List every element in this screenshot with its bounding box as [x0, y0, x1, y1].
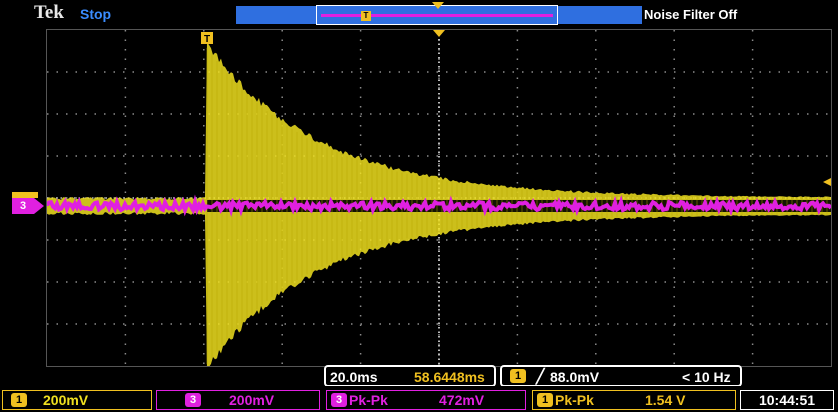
status-bar-fill-right — [558, 6, 642, 24]
ch3-scale-readout[interactable]: 3 200mV — [156, 390, 320, 410]
measurement-ch3-badge: 3 — [331, 393, 347, 407]
ch1-scale-readout[interactable]: 1 200mV — [2, 390, 152, 410]
record-view-trace — [321, 14, 553, 17]
record-view-indicator[interactable]: T — [316, 5, 558, 25]
ch1-scale: 200mV — [43, 392, 88, 408]
ch3-marker-label: 3 — [12, 198, 34, 214]
center-trigger-arrow-icon — [433, 30, 445, 37]
measurement-ch3-pkpk[interactable]: 3 Pk-Pk 472mV — [326, 390, 526, 410]
trigger-readout[interactable]: 1 ╱ 88.0mV < 10 Hz — [500, 365, 742, 387]
ch3-ground-marker[interactable]: 3 — [12, 197, 42, 215]
trigger-level: 88.0mV — [550, 369, 599, 385]
ch3-badge: 3 — [185, 393, 201, 407]
brand-logo: Tek — [34, 2, 64, 24]
measurement-ch1-label: Pk-Pk — [555, 392, 594, 408]
horizontal-position: 58.6448ms — [414, 369, 485, 385]
status-bar: Tek Stop T Noise Filter Off — [0, 0, 838, 26]
trigger-position-marker: T — [361, 11, 371, 21]
ch1-badge: 1 — [11, 393, 27, 407]
acquisition-status: Stop — [80, 6, 111, 22]
trigger-arrow-icon — [432, 2, 444, 9]
noise-filter-status[interactable]: Noise Filter Off — [644, 7, 737, 22]
trigger-frequency: < 10 Hz — [682, 369, 731, 385]
measurement-ch1-pkpk[interactable]: 1 Pk-Pk 1.54 V — [532, 390, 736, 410]
clock-readout: 10:44:51 — [740, 390, 834, 410]
trigger-t-label: T — [204, 34, 210, 45]
waveform-canvas: T — [47, 30, 831, 366]
measurement-ch3-value: 472mV — [439, 392, 484, 408]
timebase-readout[interactable]: 20.0ms 58.6448ms — [324, 365, 496, 387]
waveform-display[interactable]: T — [46, 29, 832, 367]
horizontal-scale: 20.0ms — [330, 369, 377, 385]
ch3-scale: 200mV — [229, 392, 274, 408]
ch3-marker-arrow-icon — [34, 198, 44, 214]
status-bar-fill-left — [236, 6, 316, 24]
measurement-ch3-label: Pk-Pk — [349, 392, 388, 408]
trigger-source-badge: 1 — [510, 369, 526, 383]
measurement-ch1-badge: 1 — [537, 393, 553, 407]
measurement-ch1-value: 1.54 V — [645, 392, 685, 408]
trigger-level-marker — [823, 178, 831, 186]
rising-edge-icon: ╱ — [536, 368, 544, 385]
